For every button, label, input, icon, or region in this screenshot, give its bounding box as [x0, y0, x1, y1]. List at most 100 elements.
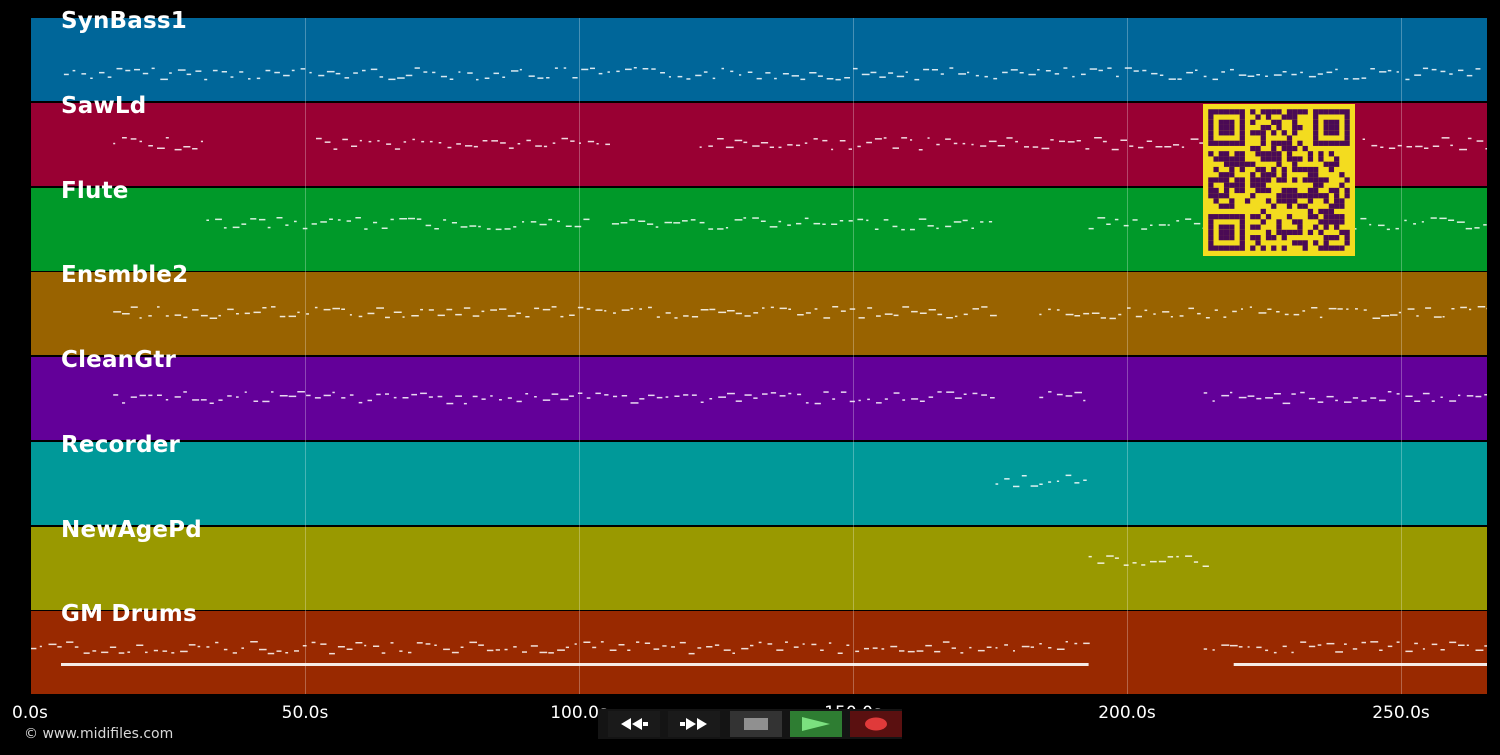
- note: [227, 395, 232, 397]
- note: [174, 314, 182, 317]
- note: [288, 395, 297, 398]
- note: [609, 649, 617, 652]
- note: [1135, 316, 1142, 318]
- note: [1089, 68, 1098, 70]
- note: [1319, 316, 1323, 319]
- note: [1032, 146, 1039, 148]
- copyright-text: © www.midifiles.com: [24, 726, 174, 742]
- note: [183, 391, 187, 393]
- note: [443, 218, 447, 221]
- note: [595, 309, 603, 312]
- note: [484, 77, 490, 79]
- note: [209, 317, 218, 320]
- note: [691, 394, 697, 396]
- note: [411, 393, 417, 396]
- note: [630, 402, 639, 404]
- note: [1344, 643, 1347, 646]
- note: [725, 226, 729, 228]
- rewind-icon: [621, 718, 648, 730]
- note: [1030, 485, 1039, 487]
- note: [1422, 648, 1425, 650]
- note: [157, 394, 162, 396]
- note: [958, 73, 966, 75]
- track-cleangtr[interactable]: CleanGtr: [31, 347, 1491, 440]
- note: [1067, 140, 1075, 143]
- stop-button[interactable]: [730, 711, 782, 737]
- note: [443, 648, 450, 651]
- note: [1030, 646, 1034, 649]
- note: [215, 218, 222, 220]
- note: [753, 312, 759, 314]
- note: [262, 307, 267, 309]
- note: [451, 221, 457, 223]
- note: [530, 220, 537, 223]
- note: [954, 315, 958, 318]
- note: [1326, 395, 1334, 398]
- note: [1475, 395, 1482, 398]
- fast-forward-button[interactable]: [668, 711, 720, 737]
- note: [674, 317, 678, 319]
- note: [127, 651, 131, 654]
- note: [574, 643, 577, 646]
- note: [1477, 306, 1486, 308]
- note: [570, 140, 575, 142]
- note: [931, 69, 938, 71]
- note: [174, 396, 181, 398]
- note: [423, 71, 428, 73]
- time-tick-label: 250.0s: [1372, 703, 1430, 723]
- note: [1346, 308, 1349, 311]
- note: [945, 225, 952, 227]
- note: [148, 394, 153, 397]
- track-gm-drums[interactable]: GM Drums: [31, 601, 1491, 695]
- note: [892, 225, 898, 227]
- note: [1421, 220, 1424, 223]
- track-recorder[interactable]: Recorder: [31, 432, 1487, 525]
- note: [727, 310, 735, 312]
- note: [743, 216, 747, 219]
- note: [456, 142, 461, 145]
- note: [788, 308, 791, 311]
- note: [876, 315, 881, 318]
- track-newagepd[interactable]: NewAgePd: [31, 517, 1487, 610]
- note: [116, 67, 123, 70]
- note: [253, 400, 259, 402]
- note: [1469, 308, 1472, 311]
- track-synbass1[interactable]: SynBass1: [31, 8, 1487, 101]
- note: [528, 75, 535, 77]
- note: [367, 312, 375, 315]
- note: [408, 217, 415, 219]
- note: [779, 395, 786, 397]
- play-button[interactable]: [790, 711, 842, 737]
- note: [386, 143, 392, 145]
- note: [837, 652, 843, 655]
- note: [267, 226, 271, 228]
- note: [332, 308, 340, 310]
- qr-code[interactable]: [1203, 104, 1355, 256]
- note: [379, 76, 384, 78]
- note: [1344, 401, 1352, 403]
- note-lane: [31, 611, 1491, 694]
- note: [490, 395, 493, 397]
- note: [206, 219, 209, 221]
- note: [569, 314, 575, 317]
- track-label: SawLd: [61, 92, 147, 119]
- note: [1050, 138, 1054, 141]
- note: [883, 218, 889, 221]
- note: [942, 641, 950, 644]
- note: [1048, 481, 1052, 483]
- note: [969, 647, 972, 649]
- note: [297, 311, 300, 314]
- rewind-button[interactable]: [608, 711, 660, 737]
- note: [516, 312, 521, 315]
- record-button[interactable]: [850, 711, 902, 737]
- note: [1097, 216, 1106, 219]
- note: [1291, 393, 1296, 395]
- note: [1150, 224, 1153, 226]
- note-lane: [31, 188, 1487, 271]
- note: [1370, 68, 1375, 70]
- note: [884, 313, 893, 316]
- track-ensmble2[interactable]: Ensmble2: [31, 262, 1492, 356]
- note: [499, 308, 507, 311]
- note: [472, 395, 478, 398]
- note: [92, 650, 97, 652]
